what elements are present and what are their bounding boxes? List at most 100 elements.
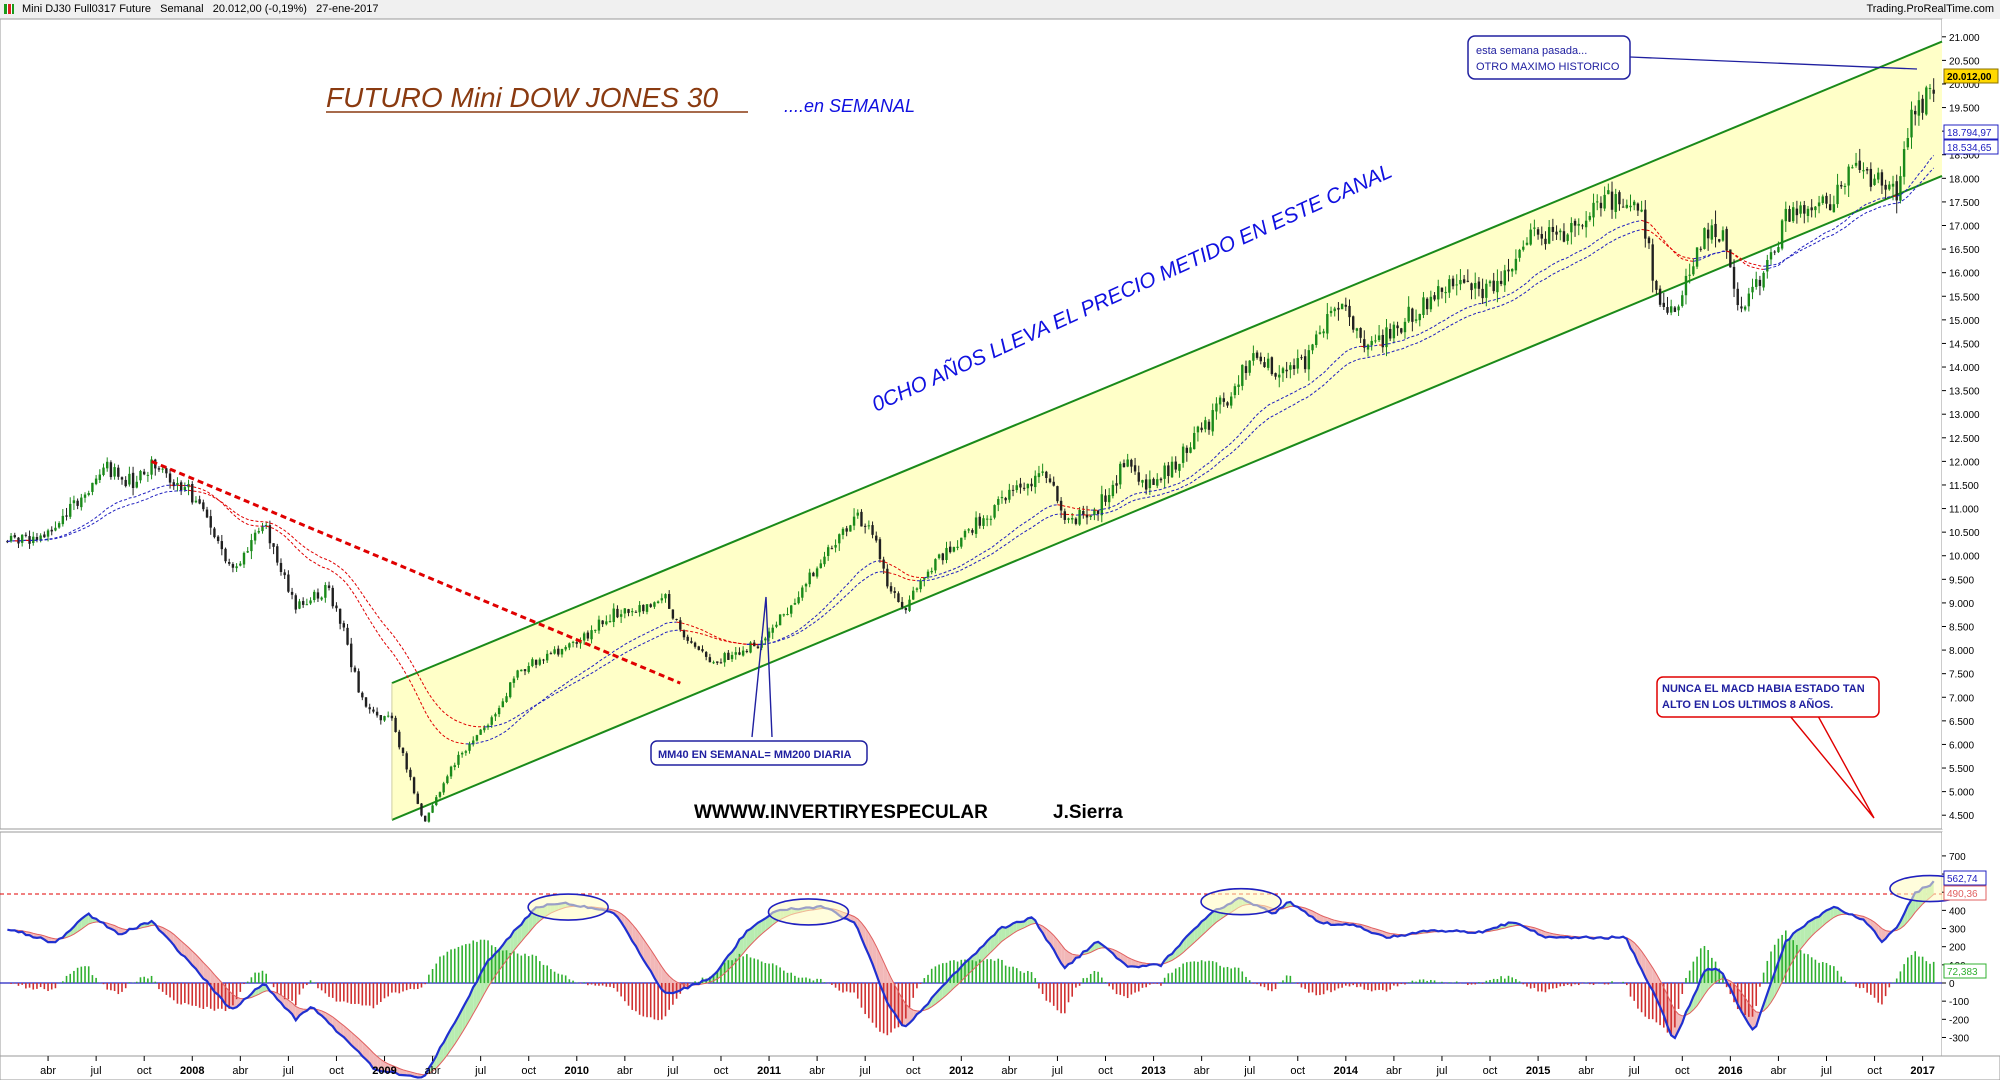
macd-signal-fill [269, 990, 274, 995]
macd-signal-fill [1205, 914, 1210, 933]
macd-signal-fill [1482, 930, 1487, 933]
legend-mm30[interactable]: MM (Exponencial 30) [214, 20, 323, 34]
candle-body [1899, 176, 1902, 201]
candle-body [1810, 207, 1813, 211]
candle-body [1692, 266, 1695, 275]
macd-signal-fill [1604, 937, 1609, 939]
candle-body [168, 473, 172, 483]
legend-macd[interactable]: MACD ( 12 26 9) [108, 833, 196, 847]
time-tick-label: oct [329, 1065, 344, 1077]
macd-signal-fill [1704, 968, 1709, 995]
macd-signal-fill [155, 924, 159, 930]
macd-signal-fill [813, 906, 818, 910]
candle-body [1914, 110, 1917, 115]
macd-signal-fill [1563, 935, 1568, 938]
macd-signal-fill [1149, 963, 1154, 965]
macd-signal-fill [1800, 926, 1805, 950]
macd-signal-fill [1001, 926, 1006, 942]
macd-signal-fill [691, 983, 696, 986]
candle-body [120, 477, 124, 480]
macd-peak-highlight [1200, 887, 1282, 916]
callout-mm-box [650, 740, 868, 766]
candle-body [1481, 288, 1484, 299]
macd-signal-fill [587, 906, 592, 909]
price-tick-label: 11.500 [1949, 481, 1979, 492]
candle-body [1791, 207, 1795, 222]
macd-signal-fill [1556, 934, 1561, 938]
macd-signal-fill [73, 922, 78, 935]
macd-signal-fill [1024, 918, 1028, 928]
mm40-line [188, 489, 485, 728]
legend-precio[interactable]: Precio [0, 20, 36, 34]
candle-body [1633, 201, 1636, 206]
candle-body [605, 621, 608, 625]
macd-signal-fill [1068, 952, 1073, 965]
macd-signal-fill [672, 979, 677, 994]
macd-signal-fill [1608, 936, 1613, 939]
candle-body [579, 640, 582, 644]
macd-signal-fill [1523, 925, 1527, 929]
candle-body [1137, 472, 1140, 482]
time-tick-label: jul [1435, 1065, 1447, 1077]
macd-line [7, 880, 1935, 1079]
macd-signal-fill [595, 907, 599, 910]
macd-signal-fill [850, 914, 855, 923]
candle-body [1925, 87, 1928, 115]
macd-signal-fill [221, 982, 226, 1005]
candle-body [675, 618, 678, 620]
macd-signal-fill [1560, 934, 1564, 938]
window-titlebar: Mini DJ30 Full0317 Future Semanal 20.012… [0, 0, 2000, 20]
candle-body [812, 572, 815, 577]
candle-body [1226, 402, 1229, 406]
candle-body [1880, 172, 1884, 186]
macd-signal-fill [354, 1035, 359, 1052]
macd-signal-fill [809, 907, 814, 911]
macd-signal-fill [25, 931, 30, 936]
candle-body [1721, 230, 1725, 241]
macd-signal-fill [247, 993, 252, 999]
macd-signal-fill [1623, 936, 1627, 940]
macd-signal-fill [1685, 1005, 1690, 1016]
mm40-line [18, 539, 26, 542]
macd-signal-fill [979, 945, 984, 964]
candle-body [401, 747, 405, 754]
legend-macd-senal[interactable]: MACD - señal [0, 833, 73, 847]
candle-body [1610, 191, 1614, 210]
candle-body [1388, 328, 1392, 339]
candle-body [527, 666, 530, 672]
candle-body [172, 482, 175, 487]
macd-signal-fill [1486, 929, 1491, 932]
macd-signal-fill [976, 948, 980, 967]
candle-body [1755, 279, 1758, 287]
macd-signal-fill [794, 908, 799, 914]
macd-signal-fill [1796, 928, 1801, 955]
legend-senal[interactable]: Señal [74, 833, 107, 847]
macd-signal-fill [1530, 926, 1535, 931]
macd-signal-fill [735, 939, 740, 963]
legend-mm40[interactable]: MM (Exponencial 40) [324, 20, 433, 34]
candle-body [357, 671, 360, 693]
brand-label[interactable]: Trading.ProRealTime.com [1866, 3, 1994, 15]
candle-body [1444, 291, 1447, 294]
macd-signal-fill [395, 1066, 400, 1075]
candle-body [1363, 339, 1366, 348]
candle-body [1547, 227, 1551, 244]
macd-signal-fill [1545, 931, 1550, 938]
macd-signal-fill [170, 931, 174, 946]
candle-body [904, 608, 908, 611]
candle-body [1932, 89, 1935, 94]
time-tick-label: oct [1290, 1065, 1305, 1077]
macd-signal-fill [229, 991, 233, 1009]
candle-body [1041, 471, 1044, 473]
macd-signal-fill [417, 1073, 422, 1078]
candle-body [1514, 258, 1518, 271]
candle-body [213, 528, 216, 538]
candle-body [375, 711, 379, 716]
candle-body [1152, 478, 1155, 485]
macd-signal-fill [366, 1045, 370, 1064]
legend-ordenes[interactable]: Órdenes recientemente ejecutadas [37, 20, 213, 34]
candle-body [1658, 288, 1662, 305]
macd-tick-label: 200 [1949, 943, 1966, 954]
macd-signal-fill [1035, 920, 1039, 928]
